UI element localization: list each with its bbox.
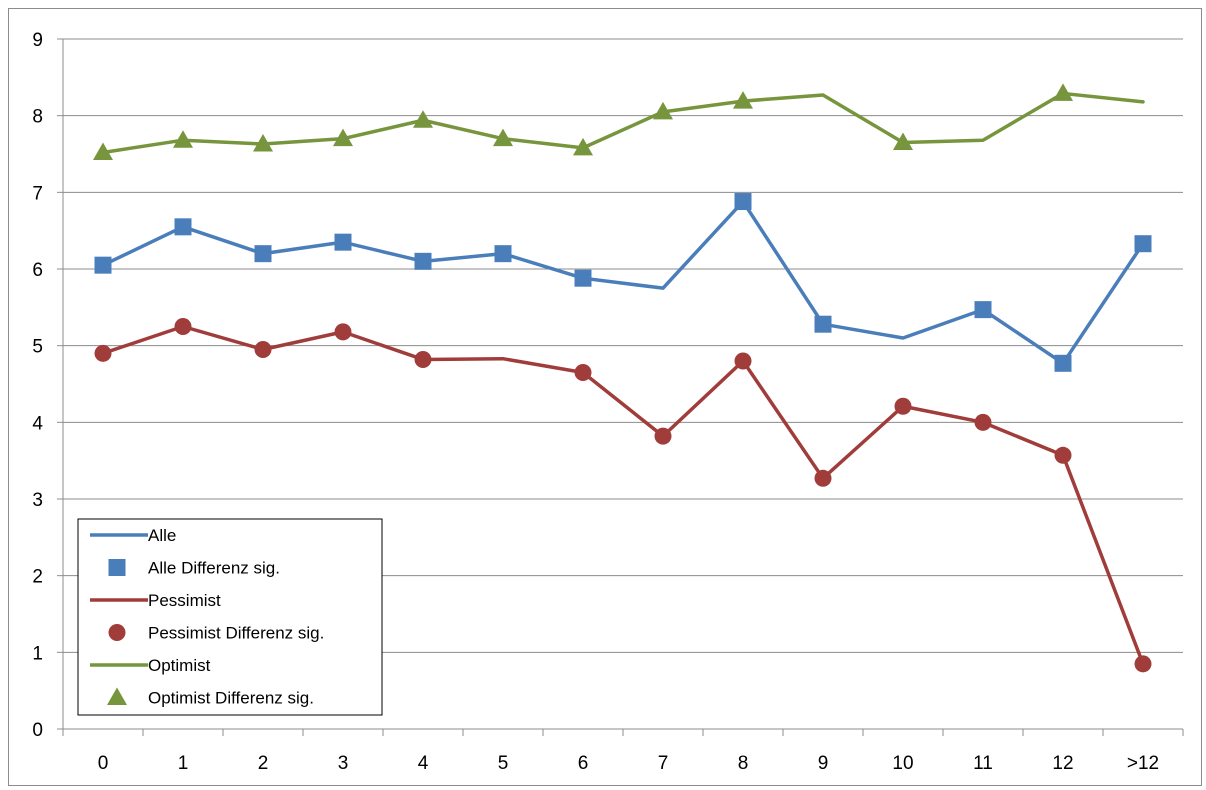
series-layer: [93, 83, 1152, 673]
y-tick-label-5: 5: [32, 337, 43, 358]
legend-label-optimist-sig: Optimist Differenz sig.: [148, 689, 314, 708]
data-point-alle-1: [174, 218, 192, 236]
x-tick-label-3: 3: [338, 753, 349, 774]
data-point-alle-8: [734, 193, 752, 211]
data-point-pessimist-1: [174, 318, 192, 335]
data-point-pessimist-9: [814, 469, 832, 487]
data-point-alle-3: [334, 233, 352, 251]
data-point-optimist-4: [413, 110, 433, 128]
data-point-optimist-2: [253, 134, 273, 152]
data-point-optimist-3: [333, 128, 353, 147]
data-point-alle-13: [1134, 235, 1152, 253]
data-point-alle-6: [574, 269, 592, 287]
legend-marker-pessimist: [108, 624, 126, 641]
data-point-optimist-5: [493, 128, 513, 147]
x-tick-label-2: 2: [258, 753, 269, 774]
y-tick-label-2: 2: [32, 567, 43, 588]
legend-marker-alle: [108, 559, 126, 576]
data-point-pessimist-13: [1134, 655, 1152, 673]
y-tick-label-4: 4: [32, 413, 43, 434]
legend-label-pessimist: Pessimist: [148, 591, 221, 610]
y-tick-label-7: 7: [32, 183, 43, 204]
y-tick-label-8: 8: [32, 107, 43, 128]
data-point-pessimist-2: [254, 341, 272, 358]
data-point-alle-11: [974, 301, 992, 319]
y-tick-label-0: 0: [32, 720, 43, 741]
data-point-pessimist-4: [414, 350, 432, 368]
data-point-pessimist-8: [734, 352, 752, 370]
x-tick-label-12: 12: [1052, 753, 1073, 774]
x-tick-label-4: 4: [418, 753, 429, 774]
legend-label-pessimist-sig: Pessimist Differenz sig.: [148, 624, 324, 643]
x-tick-label-5: 5: [498, 753, 509, 774]
data-point-alle-2: [254, 245, 272, 263]
data-point-optimist-8: [733, 91, 753, 109]
y-tick-label-3: 3: [32, 490, 43, 511]
series-line-pessimist: [101, 324, 1145, 666]
data-point-alle-12: [1054, 354, 1072, 372]
x-tick-label-0: 0: [98, 753, 109, 774]
series-alle: [94, 193, 1152, 372]
data-point-optimist-0: [93, 142, 113, 160]
x-tick-label-11: 11: [973, 753, 993, 774]
x-tick-label-6: 6: [578, 753, 589, 774]
legend-label-alle: Alle: [148, 526, 176, 545]
x-tick-label-1: 1: [178, 753, 189, 774]
data-point-alle-9: [814, 315, 832, 333]
x-tick-label-7: 7: [658, 753, 669, 774]
series-pessimist: [94, 318, 1152, 673]
data-point-alle-0: [94, 256, 112, 274]
data-point-alle-4: [414, 252, 432, 270]
data-point-pessimist-10: [894, 397, 912, 415]
series-optimist: [93, 83, 1145, 160]
data-point-pessimist-0: [94, 344, 112, 362]
x-tick-label-9: 9: [818, 753, 829, 774]
data-point-optimist-12: [1053, 83, 1073, 101]
data-point-pessimist-3: [334, 323, 352, 341]
legend-label-optimist: Optimist: [148, 656, 211, 675]
x-tick-label-8: 8: [738, 753, 749, 774]
legend-box: [77, 518, 383, 716]
legend-marker-optimist: [107, 687, 127, 705]
data-point-pessimist-7: [654, 427, 672, 445]
y-tick-label-1: 1: [32, 643, 43, 664]
series-line-alle: [101, 199, 1145, 366]
series-line-optimist: [101, 91, 1145, 155]
data-point-pessimist-12: [1054, 446, 1072, 464]
data-point-pessimist-6: [574, 364, 592, 381]
data-point-optimist-7: [653, 101, 673, 120]
data-point-optimist-1: [173, 130, 193, 148]
y-tick-label-9: 9: [32, 30, 43, 51]
legend: Alle Alle Differenz sig. Pessimist Pessimis…: [77, 518, 383, 716]
x-tick-label-13: >12: [1127, 753, 1159, 774]
data-point-pessimist-11: [974, 413, 992, 431]
data-point-optimist-10: [893, 132, 913, 150]
data-point-alle-5: [494, 245, 512, 263]
x-tick-label-10: 10: [892, 753, 913, 774]
data-point-optimist-6: [573, 137, 593, 156]
legend-label-alle-sig: Alle Differenz sig.: [148, 559, 280, 578]
y-tick-label-6: 6: [32, 260, 43, 281]
